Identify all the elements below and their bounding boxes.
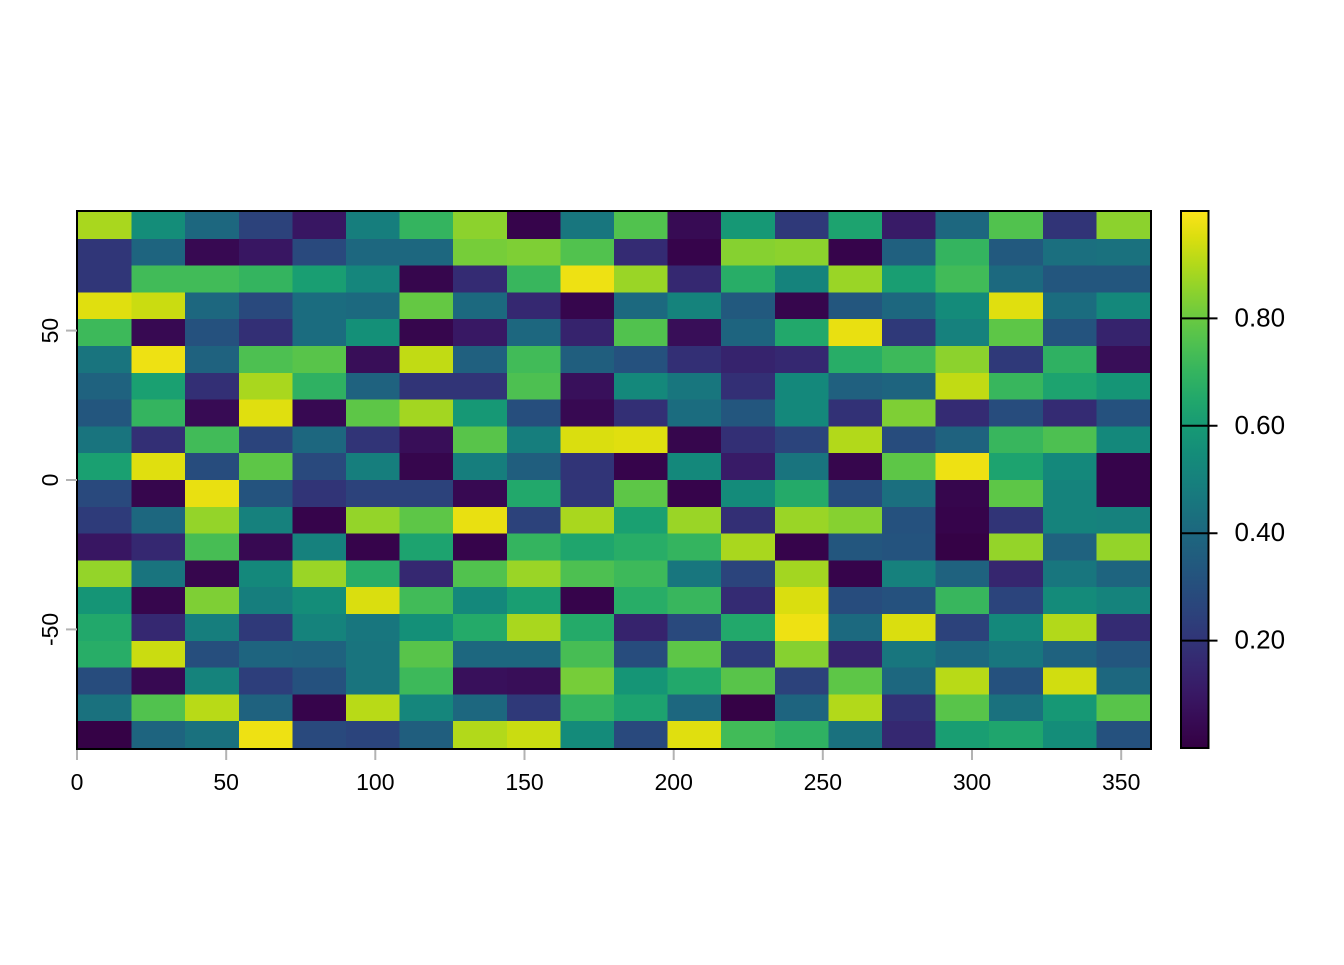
svg-text:150: 150 — [505, 769, 543, 795]
svg-text:0: 0 — [71, 769, 84, 795]
svg-text:50: 50 — [37, 318, 63, 344]
svg-text:0.40: 0.40 — [1235, 517, 1286, 547]
svg-text:0.60: 0.60 — [1235, 410, 1286, 440]
svg-text:350: 350 — [1102, 769, 1140, 795]
svg-text:300: 300 — [953, 769, 991, 795]
svg-text:-50: -50 — [37, 613, 63, 646]
svg-text:0.80: 0.80 — [1235, 302, 1286, 332]
svg-text:0: 0 — [37, 474, 63, 487]
svg-text:200: 200 — [655, 769, 693, 795]
svg-text:50: 50 — [213, 769, 239, 795]
svg-text:250: 250 — [804, 769, 842, 795]
svg-text:100: 100 — [356, 769, 394, 795]
svg-text:0.20: 0.20 — [1235, 625, 1286, 655]
